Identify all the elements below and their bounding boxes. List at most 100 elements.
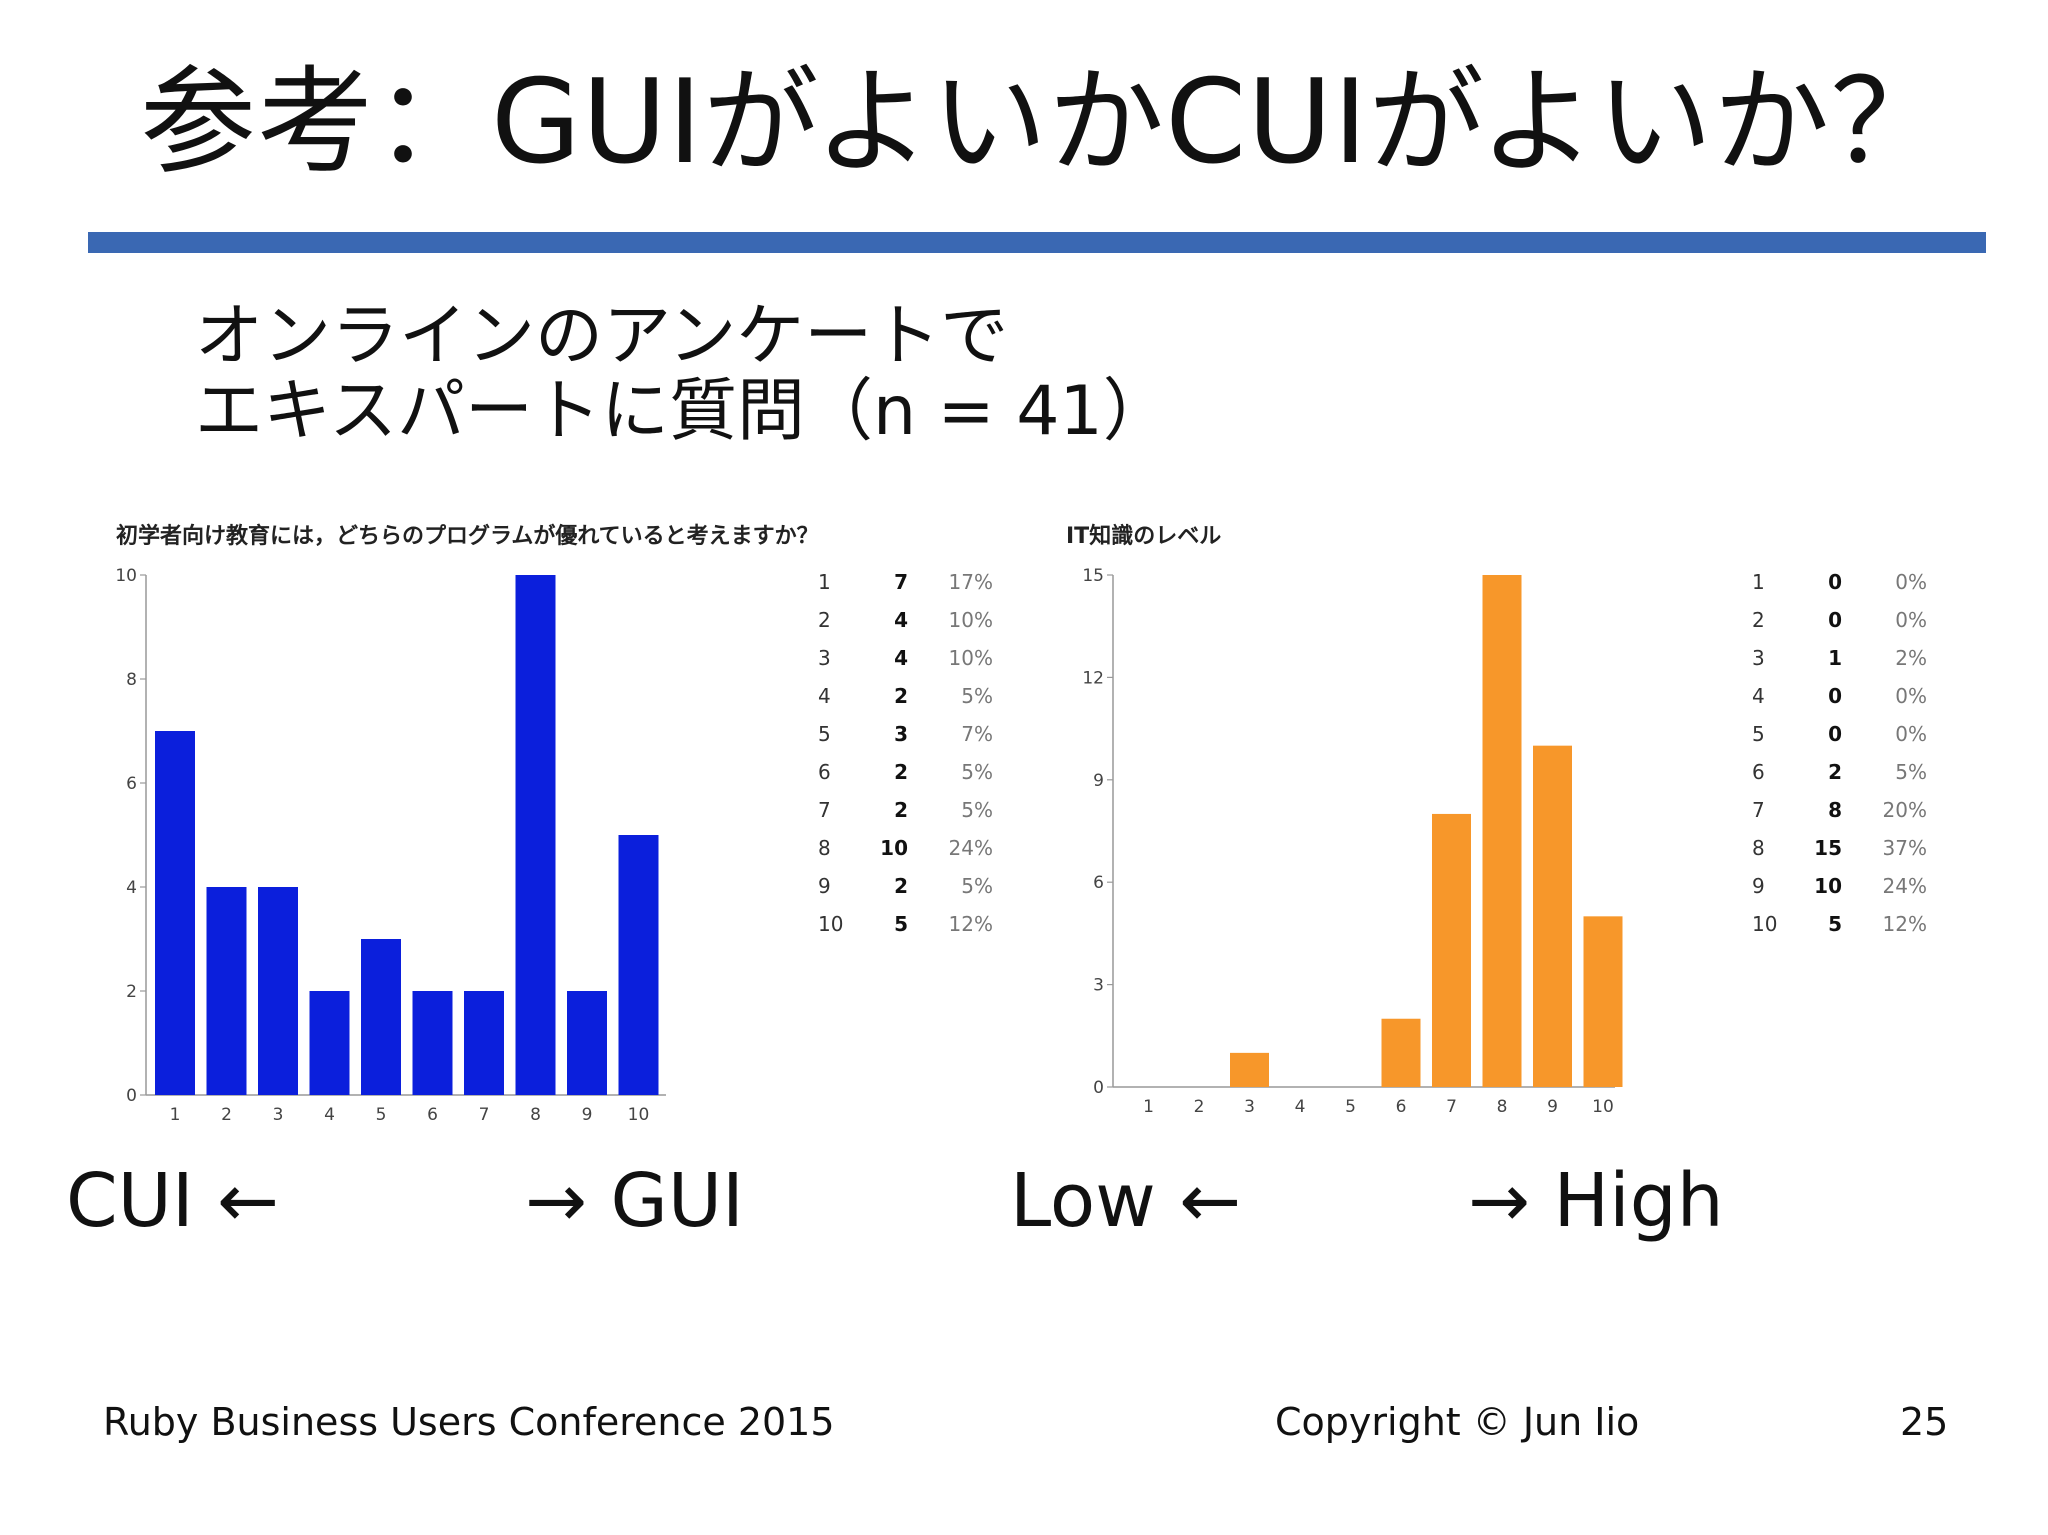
table-count: 2 [894,760,908,784]
table-count: 8 [1828,798,1842,822]
table-category: 7 [818,798,831,822]
bar [1533,745,1572,1087]
chart-1-right-direction: → GUI [525,1158,744,1244]
y-tick-label: 2 [126,982,137,1002]
table-count: 0 [1828,570,1842,594]
x-tick-label: 4 [324,1105,335,1125]
x-tick-label: 1 [1143,1097,1154,1117]
table-category: 4 [1752,684,1765,708]
x-tick-label: 5 [376,1105,387,1125]
table-category: 8 [818,836,831,860]
bar [515,575,556,1095]
table-count: 4 [894,646,908,670]
subtitle-line-2: エキスパートに質問（n = 41） [195,372,1171,451]
table-percent: 5% [961,798,993,822]
y-tick-label: 10 [115,566,137,586]
x-tick-label: 10 [628,1105,650,1125]
table-percent: 7% [961,722,993,746]
table-percent: 0% [1895,722,1927,746]
table-category: 10 [818,912,844,936]
table-count: 2 [894,684,908,708]
table-percent: 37% [1882,836,1927,860]
x-tick-label: 9 [1547,1097,1558,1117]
table-percent: 0% [1895,684,1927,708]
chart-2-right-direction: → High [1468,1158,1724,1244]
x-tick-label: 9 [582,1105,593,1125]
table-count: 2 [894,874,908,898]
x-tick-label: 5 [1345,1097,1356,1117]
x-tick-label: 2 [1194,1097,1205,1117]
table-row: 6 2 5% [1752,760,1942,798]
table-percent: 12% [1882,912,1927,936]
x-tick-label: 10 [1592,1097,1614,1117]
table-percent: 0% [1895,608,1927,632]
x-tick-label: 2 [221,1105,232,1125]
subtitle-line-1: オンラインのアンケートで [195,297,1009,376]
x-tick-label: 3 [273,1105,284,1125]
y-tick-label: 0 [1093,1078,1104,1098]
table-count: 5 [894,912,908,936]
x-tick-label: 6 [427,1105,438,1125]
table-row: 5 3 7% [818,722,1008,760]
table-category: 2 [1752,608,1765,632]
table-category: 4 [818,684,831,708]
table-row: 7 2 5% [818,798,1008,836]
table-count: 1 [1828,646,1842,670]
table-row: 8 15 37% [1752,836,1942,874]
table-row: 4 0 0% [1752,684,1942,722]
table-percent: 24% [1882,874,1927,898]
table-row: 8 10 24% [818,836,1008,874]
table-percent: 17% [948,570,993,594]
table-count: 0 [1828,608,1842,632]
table-row: 1 0 0% [1752,570,1942,608]
table-percent: 10% [948,646,993,670]
bar [464,991,504,1095]
chart-1-title: 初学者向け教育には，どちらのプログラムが優れていると考えますか？ [116,524,819,549]
chart-1-left-direction: CUI ← [66,1158,280,1244]
x-tick-label: 7 [1446,1097,1457,1117]
bar [155,731,195,1095]
title-rule [88,232,1986,253]
page-number: 25 [1900,1400,1949,1444]
table-count: 4 [894,608,908,632]
y-tick-label: 12 [1082,668,1104,688]
table-category: 9 [1752,874,1765,898]
y-tick-label: 8 [126,670,137,690]
table-row: 7 8 20% [1752,798,1942,836]
x-tick-label: 1 [170,1105,181,1125]
bar [258,887,298,1095]
y-tick-label: 15 [1082,566,1104,586]
table-category: 3 [1752,646,1765,670]
table-percent: 5% [961,684,993,708]
table-percent: 10% [948,608,993,632]
y-tick-label: 3 [1093,976,1104,996]
x-tick-label: 4 [1295,1097,1306,1117]
bar [1432,813,1471,1087]
table-category: 6 [1752,760,1765,784]
table-category: 2 [818,608,831,632]
table-category: 6 [818,760,831,784]
x-tick-label: 8 [530,1105,541,1125]
table-row: 1 7 17% [818,570,1008,608]
y-tick-label: 4 [126,878,137,898]
x-tick-label: 7 [479,1105,490,1125]
table-category: 7 [1752,798,1765,822]
table-percent: 5% [961,760,993,784]
footer-copyright: Copyright © Jun Iio [1275,1400,1640,1444]
table-count: 10 [1814,874,1842,898]
table-category: 9 [818,874,831,898]
chart-2-title: IT知識のレベル [1066,524,1222,549]
table-percent: 24% [948,836,993,860]
table-category: 8 [1752,836,1765,860]
table-count: 7 [894,570,908,594]
table-category: 3 [818,646,831,670]
table-row: 9 10 24% [1752,874,1942,912]
table-count: 15 [1814,836,1842,860]
bar [361,939,401,1095]
table-row: 4 2 5% [818,684,1008,722]
y-tick-label: 9 [1093,771,1104,791]
table-row: 2 0 0% [1752,608,1942,646]
table-percent: 0% [1895,570,1927,594]
table-category: 5 [1752,722,1765,746]
